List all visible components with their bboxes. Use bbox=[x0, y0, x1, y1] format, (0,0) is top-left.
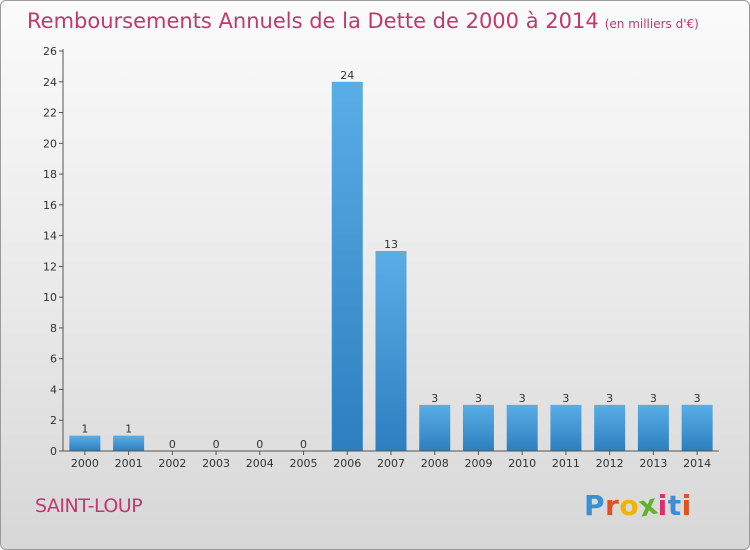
y-tick-label: 0 bbox=[50, 445, 57, 458]
y-tick-label: 24 bbox=[43, 76, 57, 89]
y-tick-label: 20 bbox=[43, 137, 57, 150]
x-tick-label-2011: 2011 bbox=[552, 457, 580, 470]
x-tick-label-2001: 2001 bbox=[115, 457, 143, 470]
bar-2007 bbox=[375, 251, 407, 451]
value-label-2011: 3 bbox=[562, 392, 569, 405]
x-tick-label-2013: 2013 bbox=[639, 457, 667, 470]
y-tick-label: 4 bbox=[50, 383, 57, 396]
value-label-2007: 13 bbox=[384, 238, 398, 251]
logo-letter: o bbox=[619, 489, 640, 522]
value-label-2003: 0 bbox=[213, 438, 220, 451]
x-tick-label-2006: 2006 bbox=[333, 457, 361, 470]
y-tick-label: 6 bbox=[50, 353, 57, 366]
x-tick-label-2009: 2009 bbox=[464, 457, 492, 470]
bar-2013 bbox=[637, 404, 669, 451]
bar-2011 bbox=[550, 404, 582, 451]
bar-2001 bbox=[113, 435, 145, 451]
value-label-2008: 3 bbox=[431, 392, 438, 405]
x-tick-label-2003: 2003 bbox=[202, 457, 230, 470]
x-tick-label-2000: 2000 bbox=[71, 457, 99, 470]
x-tick-label-2007: 2007 bbox=[377, 457, 405, 470]
x-tick-label-2004: 2004 bbox=[246, 457, 274, 470]
x-tick-label-2008: 2008 bbox=[421, 457, 449, 470]
bar-2014 bbox=[681, 404, 713, 451]
x-tick-label-2010: 2010 bbox=[508, 457, 536, 470]
value-label-2004: 0 bbox=[256, 438, 263, 451]
value-label-2012: 3 bbox=[606, 392, 613, 405]
y-tick-label: 22 bbox=[43, 107, 57, 120]
logo-letter: i bbox=[657, 489, 668, 522]
value-label-2013: 3 bbox=[650, 392, 657, 405]
logo-letter: r bbox=[605, 489, 620, 522]
value-label-2010: 3 bbox=[519, 392, 526, 405]
x-tick-label-2012: 2012 bbox=[596, 457, 624, 470]
logo-letter: t bbox=[667, 489, 682, 522]
bar-2009 bbox=[462, 404, 494, 451]
bar-2008 bbox=[419, 404, 451, 451]
bar-2010 bbox=[506, 404, 538, 451]
y-tick-label: 12 bbox=[43, 260, 57, 273]
x-tick-label-2002: 2002 bbox=[158, 457, 186, 470]
bar-2000 bbox=[69, 435, 101, 451]
y-tick-label: 14 bbox=[43, 230, 57, 243]
proxiti-logo: Proxiti bbox=[584, 487, 692, 523]
x-tick-label-2014: 2014 bbox=[683, 457, 711, 470]
value-label-2006: 24 bbox=[340, 69, 354, 82]
value-label-2001: 1 bbox=[125, 423, 132, 436]
y-tick-label: 18 bbox=[43, 168, 57, 181]
commune-name: SAINT-LOUP bbox=[35, 495, 143, 517]
chart-title-text: Remboursements Annuels de la Dette de 20… bbox=[27, 9, 599, 33]
bar-2012 bbox=[594, 404, 626, 451]
bar-2006 bbox=[331, 81, 363, 452]
y-tick-label: 8 bbox=[50, 322, 57, 335]
value-label-2002: 0 bbox=[169, 438, 176, 451]
logo-letter: i bbox=[681, 489, 692, 522]
y-tick-label: 2 bbox=[50, 414, 57, 427]
x-tick-label-2005: 2005 bbox=[290, 457, 318, 470]
value-label-2009: 3 bbox=[475, 392, 482, 405]
y-tick-label: 10 bbox=[43, 291, 57, 304]
value-label-2014: 3 bbox=[694, 392, 701, 405]
chart-unit: (en milliers d'€) bbox=[604, 17, 699, 31]
value-label-2005: 0 bbox=[300, 438, 307, 451]
y-tick-label: 16 bbox=[43, 199, 57, 212]
value-label-2000: 1 bbox=[81, 423, 88, 436]
y-tick-label: 26 bbox=[43, 45, 57, 58]
chart-title: Remboursements Annuels de la Dette de 20… bbox=[27, 9, 699, 33]
logo-letter: P bbox=[584, 489, 606, 522]
